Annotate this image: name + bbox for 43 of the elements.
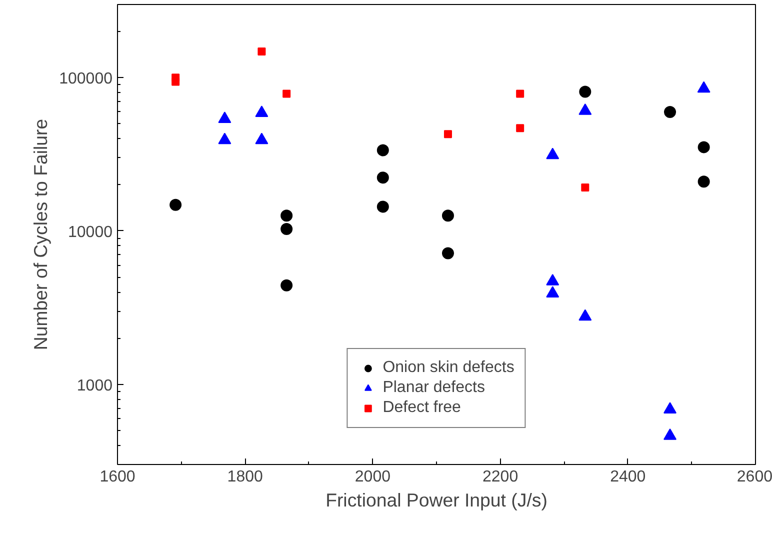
point — [664, 402, 677, 414]
point — [579, 86, 592, 98]
point — [516, 90, 524, 98]
y-tick-label: 1000 — [76, 377, 113, 394]
point — [280, 279, 293, 292]
x-tick-label: 1800 — [227, 468, 263, 486]
x-axis-title: Frictional Power Input (J/s) — [326, 490, 548, 510]
x-tick-label: 1600 — [100, 468, 136, 486]
legend-label: Defect free — [382, 399, 461, 417]
point — [698, 176, 710, 188]
legend-label: Onion skin defects — [382, 359, 514, 377]
point — [376, 200, 389, 213]
point — [172, 78, 180, 86]
legend-label: Planar defects — [382, 379, 485, 397]
point — [258, 48, 266, 56]
point — [376, 144, 389, 156]
point — [546, 148, 560, 160]
point — [442, 210, 454, 222]
point — [516, 124, 524, 132]
point — [581, 184, 590, 192]
point — [444, 130, 452, 138]
point — [664, 428, 677, 440]
point — [282, 90, 291, 98]
point — [170, 198, 182, 211]
point — [578, 309, 592, 321]
y-tick-label: 100000 — [59, 70, 113, 88]
point — [218, 132, 232, 144]
x-tick-label: 2200 — [482, 468, 518, 486]
point — [218, 112, 232, 124]
point — [255, 132, 268, 144]
point — [280, 223, 293, 236]
x-tick-label: 2000 — [354, 468, 391, 486]
point — [442, 247, 454, 260]
y-tick-label: 10000 — [68, 224, 113, 241]
point — [376, 172, 389, 184]
point — [698, 141, 710, 154]
point — [664, 106, 676, 118]
x-tick-label: 2400 — [610, 468, 646, 486]
point — [546, 274, 560, 286]
y-axis-title: Number of Cycles to Failure — [30, 118, 52, 350]
x-tick-label: 2600 — [736, 468, 772, 486]
point — [280, 210, 293, 222]
point — [546, 286, 560, 298]
